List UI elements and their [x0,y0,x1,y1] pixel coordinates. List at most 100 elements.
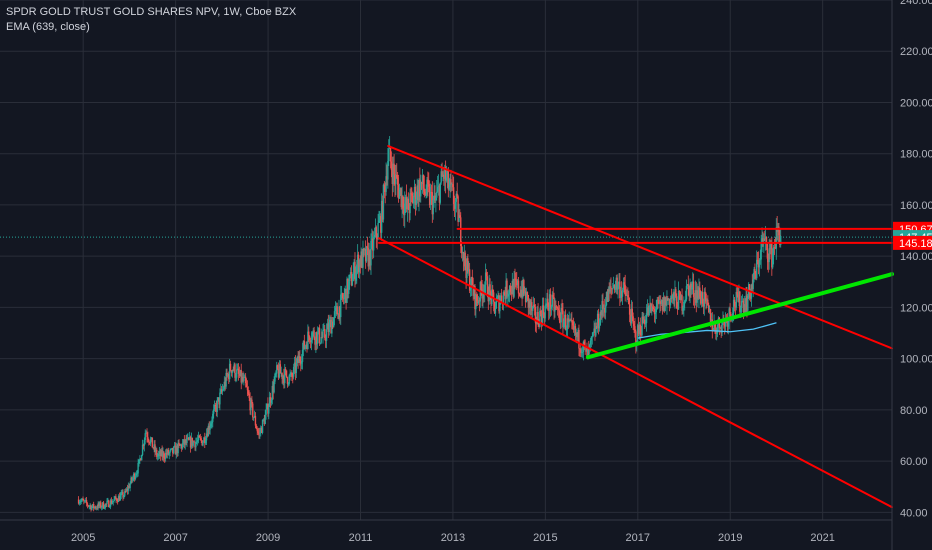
candle-body [596,326,598,328]
candle-body [482,292,484,299]
candle-body [164,457,166,459]
candle-body [684,299,687,302]
candle-body [301,349,304,362]
candle-body [332,317,335,328]
candle-body [729,308,731,314]
red-trendline[interactable] [377,237,893,509]
candle-body [77,499,80,504]
price-label-box[interactable] [893,235,932,250]
trendlines[interactable] [0,145,894,509]
candle-body [331,321,333,334]
candle-body [95,507,98,509]
candle-body [488,284,490,302]
candle-body [237,368,240,374]
candle-body [573,326,576,330]
candle-body [238,373,241,376]
candle-body [122,492,124,498]
candle-body [494,308,497,314]
candle-body [539,310,541,327]
candle-body [500,295,502,303]
ema-line [637,322,777,339]
candle-body [350,271,353,286]
candle-body [716,333,718,334]
candle-body [760,243,762,260]
candle-body [218,397,220,405]
green-support-trendline[interactable] [585,272,894,360]
candle-body [692,281,695,298]
candle-body [627,295,629,298]
candle-body [126,488,129,491]
candle-body [204,437,206,444]
candle-body [414,186,417,205]
candle-body [243,377,245,382]
red-trendline[interactable] [387,145,893,350]
candle-body [287,383,290,385]
candle-body [724,320,726,327]
candle-body [655,308,657,313]
candle-body [601,301,603,316]
candle-body [564,314,567,330]
candle-body [677,291,680,310]
candle-body [359,259,362,267]
candle-body [452,184,454,188]
candle-body [145,432,147,434]
candle-body [700,292,703,304]
candle-body [280,372,282,374]
candle-body [80,500,82,502]
candle-body [410,193,412,195]
candle-body [678,291,681,293]
candle-body [733,299,736,307]
candle-body [356,264,358,274]
candle-body [581,352,584,353]
candle-body [196,441,198,443]
candle-body [610,286,612,289]
candle-body [268,397,271,407]
candle-body [732,313,734,318]
candle-body [355,273,357,281]
candle-body [448,187,450,190]
candle-body [665,297,667,306]
candle-body [91,506,93,510]
candle-body [366,246,369,249]
candle-body [525,292,528,303]
candle-body [124,491,126,496]
candle-body [152,447,154,449]
candle-body [459,215,461,218]
candle-body [196,440,199,442]
candle-body [566,318,569,330]
candle-body [524,291,526,294]
candle-body [197,435,200,441]
candle-body [758,260,761,268]
candle-body [708,304,710,312]
candle-body [156,449,158,457]
candle-body [694,290,697,300]
candle-body [476,301,479,304]
candle-body [623,282,625,285]
candle-body [468,269,470,272]
candle-body [648,306,650,316]
candle-body [481,289,483,299]
candle-body [461,251,464,254]
candle-body [169,449,171,453]
candle-body [434,195,436,201]
candle-body [598,325,601,329]
candle-body [624,284,626,293]
candle-body [297,357,299,363]
candle-body [85,500,88,504]
candle-body [153,444,155,449]
candle-body [438,185,441,203]
candle-body [268,406,270,414]
candle-body [151,437,154,448]
candle-body [348,281,350,294]
candle-body [430,192,433,193]
candle-body [118,496,121,501]
candle-body [123,495,125,498]
candle-body [770,243,772,249]
candle-body [666,298,668,306]
candle-body [466,258,468,278]
candle-body [226,372,228,376]
candle-body [568,319,570,323]
candle-body [484,284,486,295]
